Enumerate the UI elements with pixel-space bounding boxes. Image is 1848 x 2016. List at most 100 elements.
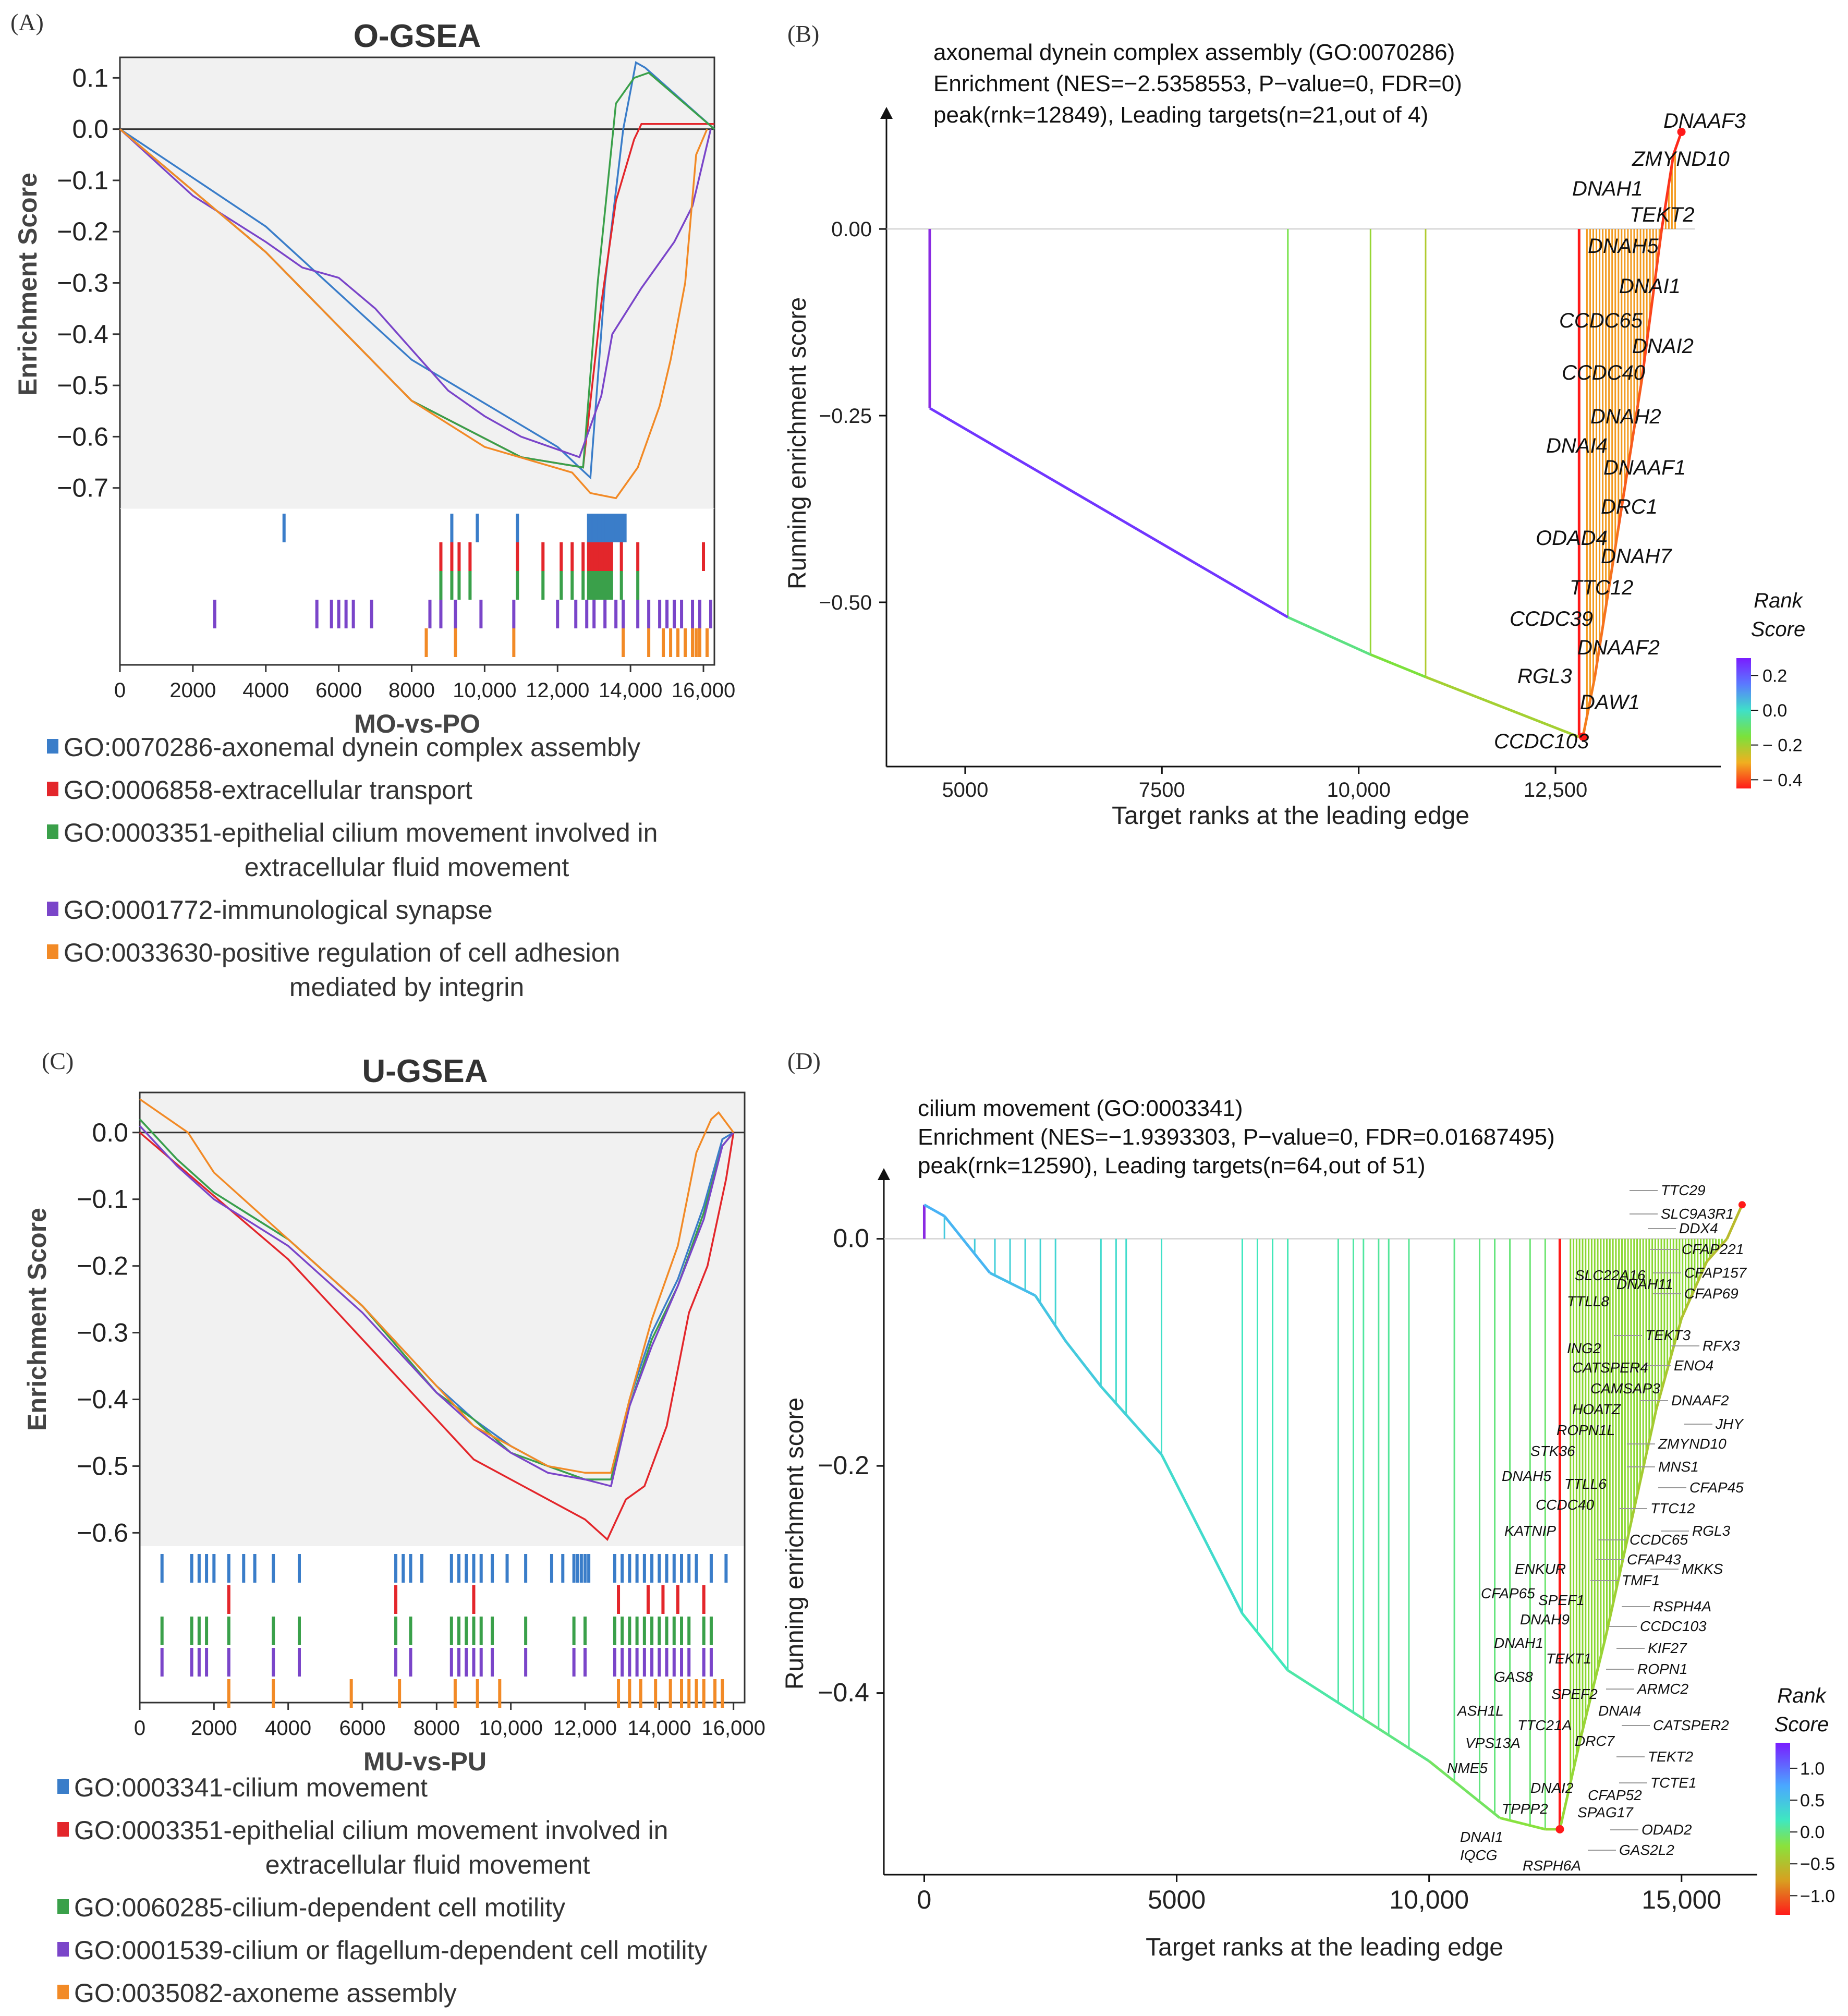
gene-rug-tick bbox=[344, 600, 348, 628]
gene-label: DNAH1 bbox=[1494, 1635, 1543, 1651]
y-tick-label: −0.4 bbox=[57, 320, 108, 349]
gene-rug-tick bbox=[702, 1679, 706, 1708]
gene-rug-tick bbox=[439, 600, 443, 628]
gene-rug-tick bbox=[605, 571, 609, 600]
panel-d-colorbar-ticks: 1.0 0.5 0.0 −0.5 −1.0 bbox=[1790, 1759, 1835, 1906]
gene-rug-tick bbox=[315, 600, 319, 628]
gene-rug-tick bbox=[512, 600, 516, 628]
gene-rug-tick bbox=[628, 1554, 631, 1583]
gene-label: CAMSAP3 bbox=[1590, 1380, 1660, 1396]
x-tick-label: 10,000 bbox=[453, 679, 516, 702]
gene-rug-tick bbox=[658, 1617, 661, 1645]
gene-rug-tick bbox=[242, 1554, 246, 1583]
panel-b-colorbar bbox=[1736, 658, 1751, 788]
gene-rug-tick bbox=[450, 514, 454, 542]
gene-label: SPEF1 bbox=[1538, 1592, 1585, 1608]
gene-label: DNAH1 bbox=[1572, 177, 1643, 200]
x-tick-label: 4000 bbox=[242, 679, 289, 702]
gene-rug-tick bbox=[190, 1554, 193, 1583]
curve-segment bbox=[1287, 1669, 1359, 1717]
curve-segment bbox=[989, 1271, 1036, 1297]
panel-c: (C) U-GSEA 0.0 −0.1 −0.2 −0.3 −0.4 −0.5 −0.6 0… bbox=[22, 1048, 765, 2008]
gene-rug-tick bbox=[479, 1617, 483, 1645]
y-tick-label: −0.1 bbox=[57, 166, 108, 195]
gene-rug-tick bbox=[661, 1585, 665, 1614]
legend-swatch bbox=[57, 1779, 69, 1794]
curve-segment bbox=[1630, 1408, 1658, 1523]
gene-rug-tick bbox=[695, 1554, 698, 1583]
gene-rug-tick bbox=[402, 1554, 405, 1583]
curve-segment bbox=[1499, 1816, 1546, 1831]
gene-rug-tick bbox=[449, 1648, 453, 1677]
gene-rug-tick bbox=[610, 571, 613, 600]
gene-label: DRC1 bbox=[1601, 495, 1658, 518]
gene-rug-tick bbox=[587, 571, 590, 600]
gene-rug-tick bbox=[272, 1648, 275, 1677]
gene-rug-tick bbox=[439, 542, 443, 571]
curve-segment bbox=[1425, 675, 1579, 738]
curve-segment bbox=[1287, 616, 1371, 656]
legend-swatch bbox=[47, 782, 58, 796]
legend-entry-text: extracellular fluid movement bbox=[265, 1850, 590, 1879]
y-tick-label: 0.0 bbox=[833, 1224, 869, 1253]
gene-rug-tick bbox=[550, 1554, 553, 1583]
gene-label: TTLL8 bbox=[1567, 1293, 1609, 1309]
gene-rug-tick bbox=[454, 600, 457, 628]
colorbar-tick-label: 1.0 bbox=[1800, 1759, 1825, 1779]
panel-c-label: (C) bbox=[42, 1048, 74, 1074]
colorbar-tick-label: −1.0 bbox=[1800, 1886, 1835, 1906]
gene-rug-tick bbox=[606, 571, 610, 600]
panel-d-header-peak: peak(rnk=12590), Leading targets(n=64,ou… bbox=[918, 1153, 1426, 1179]
curve-segment bbox=[1034, 1295, 1067, 1342]
gene-rug-tick bbox=[665, 1554, 668, 1583]
gene-rug-tick bbox=[619, 542, 623, 571]
gene-rug-tick bbox=[721, 1679, 724, 1708]
gene-rug-tick bbox=[680, 1648, 684, 1677]
gene-rug-tick bbox=[613, 1648, 616, 1677]
panel-c-y-axis: 0.0 −0.1 −0.2 −0.3 −0.4 −0.5 −0.6 bbox=[77, 1118, 140, 1547]
gene-rug-tick bbox=[581, 542, 585, 571]
colorbar-tick-label: 0.0 bbox=[1762, 701, 1787, 721]
gene-label: CFAP52 bbox=[1588, 1787, 1642, 1803]
x-tick-label: 16,000 bbox=[672, 679, 735, 702]
gene-label: RGL3 bbox=[1692, 1523, 1731, 1539]
x-tick-label: 15,000 bbox=[1642, 1885, 1721, 1914]
gene-rug-tick bbox=[272, 1617, 275, 1645]
gene-rug-tick bbox=[669, 628, 673, 657]
gene-label: DNAH5 bbox=[1502, 1468, 1551, 1484]
gene-rug-tick bbox=[450, 542, 454, 571]
gene-label: TPPP2 bbox=[1502, 1801, 1548, 1817]
gene-rug-tick bbox=[687, 1648, 691, 1677]
curve-segment bbox=[1660, 154, 1675, 229]
curve-segment bbox=[1579, 1636, 1607, 1739]
series-line bbox=[139, 1098, 735, 1474]
gene-rug-tick bbox=[724, 1554, 728, 1583]
gene-label: CFAP43 bbox=[1627, 1551, 1681, 1568]
gene-rug-tick bbox=[695, 628, 698, 657]
legend-swatch bbox=[47, 944, 58, 959]
gene-rug-tick bbox=[282, 514, 286, 542]
gene-label: TEKT2 bbox=[1648, 1748, 1694, 1765]
panel-d-y-axis-title: Running enrichment score bbox=[781, 1398, 809, 1690]
y-tick-label: 0.0 bbox=[92, 1118, 128, 1147]
x-tick-label: 14,000 bbox=[599, 679, 662, 702]
gene-rug-tick bbox=[439, 571, 443, 600]
panel-d-label: (D) bbox=[787, 1048, 821, 1074]
gene-label: DNAH5 bbox=[1588, 235, 1659, 258]
panel-b-gene-labels: DNAAF3 ZMYND10 DNAH1 TEKT2 DNAH5 DNAI1 CCDC65 D… bbox=[1494, 110, 1746, 753]
gene-rug-tick bbox=[702, 1648, 706, 1677]
gene-rug-tick bbox=[628, 1617, 631, 1645]
series-line bbox=[139, 1132, 735, 1541]
gene-label: RFX3 bbox=[1703, 1338, 1740, 1354]
y-tick-label: −0.2 bbox=[57, 217, 108, 246]
gene-rug-tick bbox=[665, 1617, 668, 1645]
gene-label: DNAAF3 bbox=[1663, 110, 1746, 132]
panel-d-x-axis-title: Target ranks at the leading edge bbox=[1146, 1934, 1503, 1961]
gene-rug-tick bbox=[676, 628, 680, 657]
gene-rug-tick bbox=[619, 571, 623, 600]
gene-label: RSPH4A bbox=[1653, 1598, 1711, 1614]
gene-rug-tick bbox=[479, 1648, 483, 1677]
gene-rug-tick bbox=[205, 1554, 209, 1583]
curve-segment bbox=[1604, 1522, 1633, 1637]
gene-rug-tick bbox=[428, 600, 432, 628]
